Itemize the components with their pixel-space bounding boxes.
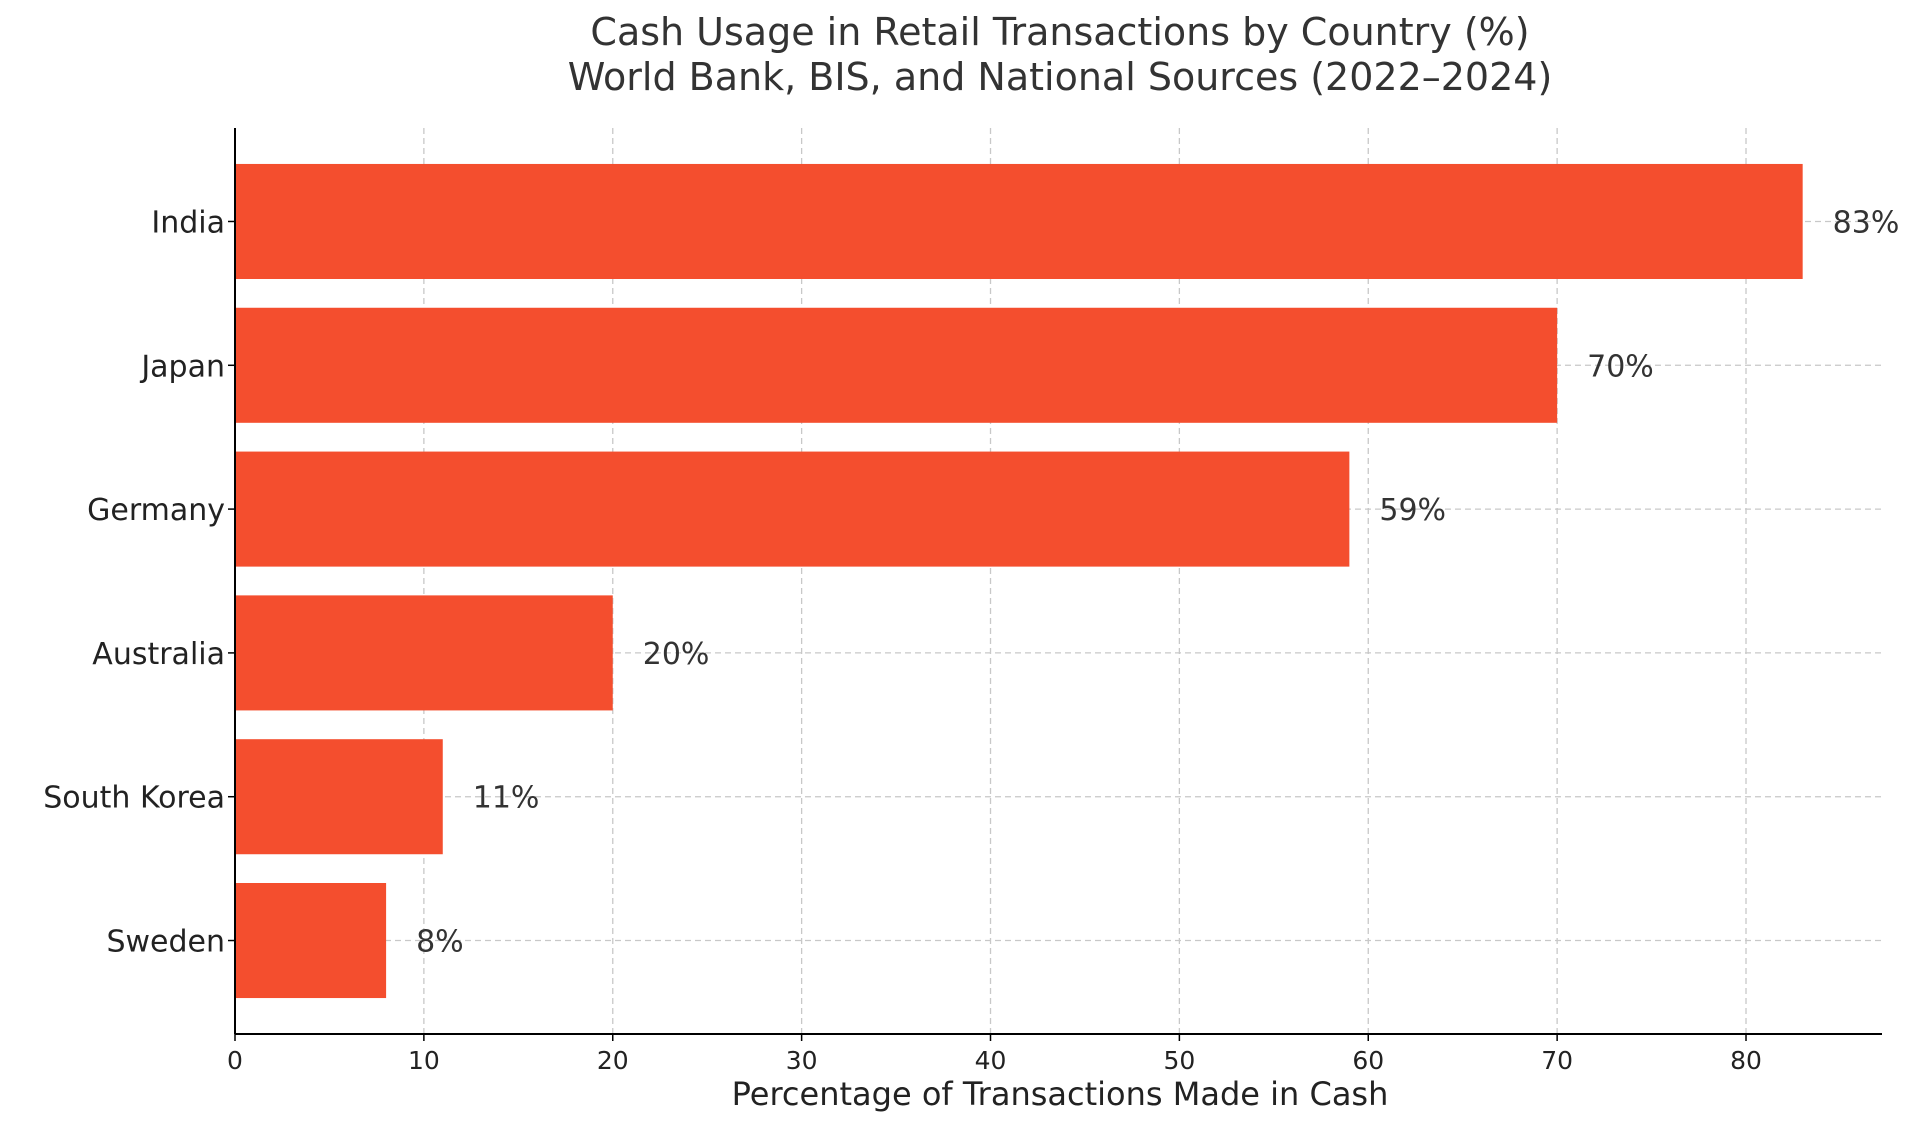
bar	[235, 883, 387, 999]
y-tick-label: Sweden	[106, 925, 225, 960]
x-axis-label: Percentage of Transactions Made in Cash	[732, 1075, 1389, 1113]
bar	[235, 163, 1803, 279]
axes	[228, 128, 1882, 1041]
y-tick-label: Germany	[87, 493, 225, 528]
x-tick-label: 20	[597, 1046, 629, 1075]
x-tick-label: 50	[1163, 1046, 1195, 1075]
x-tick-label: 40	[975, 1046, 1007, 1075]
bar-value-label: 83%	[1833, 205, 1900, 240]
bar	[235, 595, 613, 711]
bar	[235, 307, 1558, 423]
chart-subtitle: World Bank, BIS, and National Sources (2…	[568, 55, 1553, 99]
bar-value-label: 70%	[1587, 349, 1654, 384]
x-tick-label: 60	[1352, 1046, 1384, 1075]
y-tick-label: India	[151, 205, 225, 240]
y-tick-label: South Korea	[43, 781, 225, 816]
x-tick-label: 10	[408, 1046, 440, 1075]
y-tick-label: Australia	[92, 637, 225, 672]
bar	[235, 739, 443, 855]
x-tick-label: 70	[1541, 1046, 1573, 1075]
labels: India 83% Japan 70% Germany 59% Australia 20% So…	[43, 205, 1899, 1075]
bar	[235, 451, 1350, 567]
chart-title: Cash Usage in Retail Transactions by Cou…	[590, 10, 1529, 54]
y-tick-label: Japan	[139, 349, 225, 384]
bars	[235, 163, 1803, 999]
bar-value-label: 59%	[1379, 493, 1446, 528]
x-tick-label: 0	[227, 1046, 243, 1075]
bar-value-label: 8%	[416, 925, 464, 960]
bar-value-label: 20%	[643, 637, 710, 672]
x-tick-label: 30	[786, 1046, 818, 1075]
x-tick-label: 80	[1730, 1046, 1762, 1075]
bar-value-label: 11%	[473, 781, 540, 816]
